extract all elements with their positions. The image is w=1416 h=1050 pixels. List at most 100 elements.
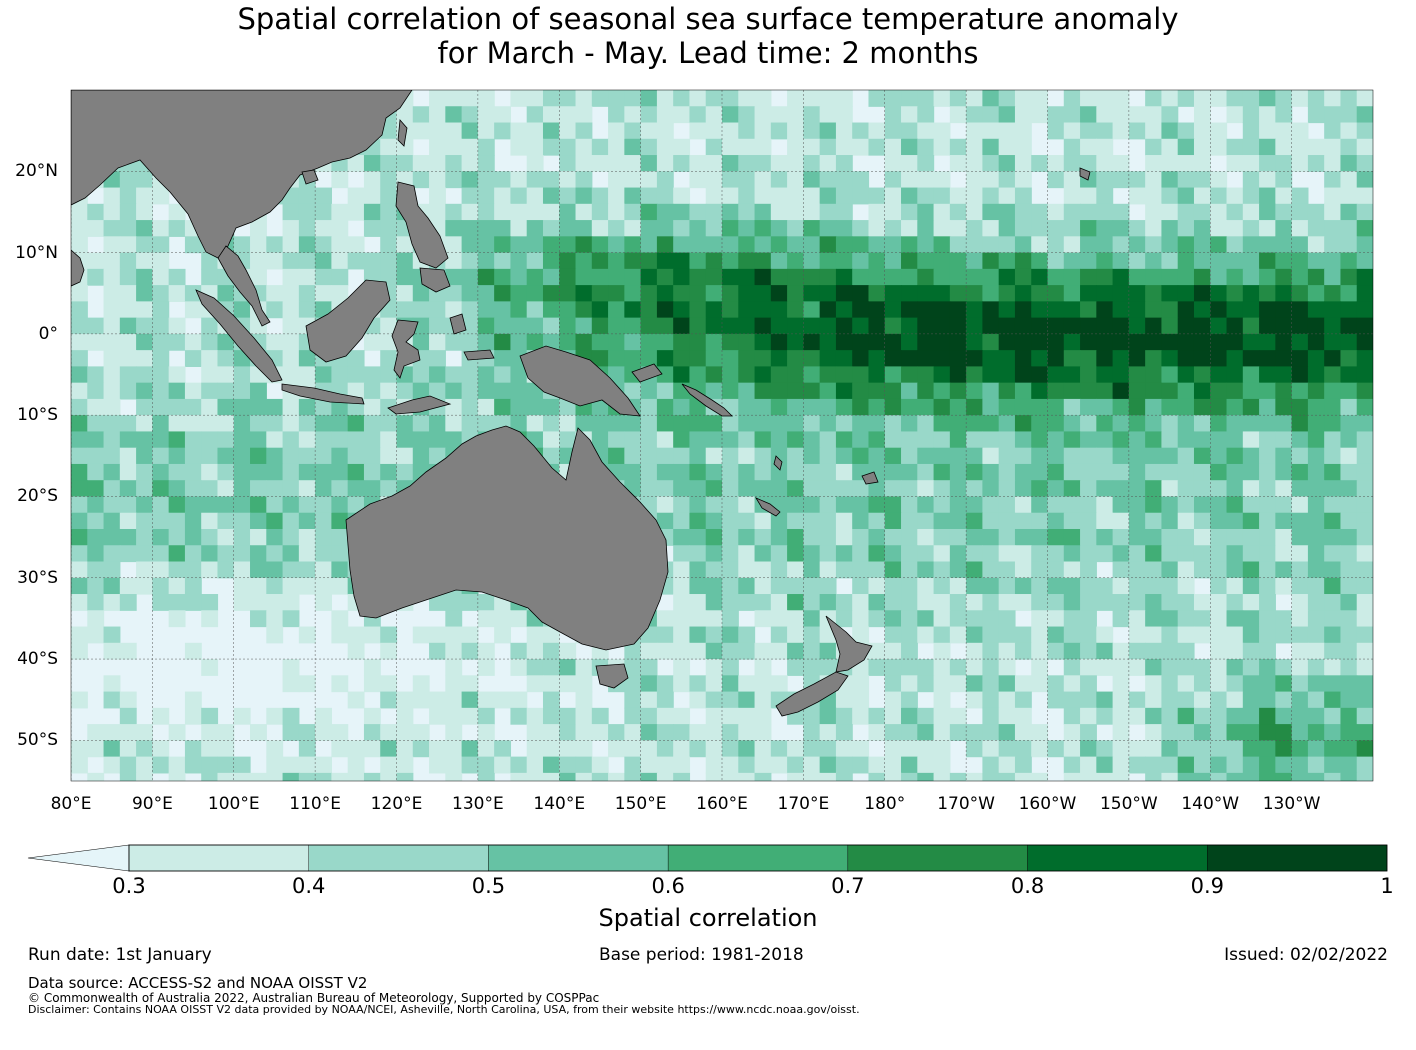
field-cell [884,594,902,611]
field-cell [1014,398,1032,416]
field-cell [673,740,691,758]
field-cell [103,431,121,449]
field-cell [982,301,1000,319]
field-cell [217,415,235,433]
field-cell [884,626,902,644]
field-cell [689,106,707,124]
field-cell [1275,350,1293,367]
field-cell [510,285,528,302]
field-cell [949,317,967,335]
field-cell [656,431,674,449]
field-cell [949,431,967,449]
field-cell [982,512,1000,530]
field-cell [884,463,902,481]
field-cell [1307,203,1325,221]
field-cell [1096,528,1114,546]
field-cell [1145,366,1163,384]
field-cell [1080,382,1097,400]
field-cell [933,317,951,335]
field-cell [168,203,186,221]
field-cell [1259,528,1276,546]
field-cell [1210,691,1228,709]
field-cell [1080,545,1097,563]
field-cell [1145,610,1163,628]
field-cell [673,301,691,319]
field-cell [1275,333,1293,351]
field-cell [1356,268,1373,286]
field-cell [136,236,153,254]
field-cell [380,382,398,400]
field-cell [738,317,756,335]
field-cell [982,659,1000,676]
field-cell [949,382,967,400]
field-cell [103,577,121,595]
field-cell [1014,220,1032,237]
field-cell [412,333,430,351]
field-cell [852,350,870,367]
field-cell [363,431,381,449]
field-cell [1275,268,1293,286]
field-cell [1193,626,1211,644]
field-cell [933,594,951,611]
field-cell [1275,203,1293,221]
field-cell [884,480,902,498]
field-cell [282,203,300,221]
field-cell [722,220,739,237]
field-cell [640,350,658,367]
field-cell [1291,480,1309,498]
field-cell [184,480,202,498]
field-cell [819,366,837,384]
field-cell [787,415,804,433]
field-cell [640,122,658,140]
field-cell [1291,187,1309,205]
field-cell [1063,691,1081,709]
field-cell [640,236,658,254]
field-cell [412,691,430,709]
field-cell [233,382,251,400]
field-cell [445,285,463,302]
field-cell [1226,659,1244,676]
field-cell [1080,398,1097,416]
field-cell [136,398,153,416]
field-cell [331,577,349,595]
field-cell [1291,138,1309,156]
field-cell [559,431,577,449]
field-cell [835,463,853,481]
field-cell [640,659,658,676]
field-cell [217,463,235,481]
field-cell [282,317,300,335]
field-cell [868,301,886,319]
field-cell [754,333,772,351]
field-cell [1063,415,1081,433]
field-cell [168,317,186,335]
field-cell [949,496,967,514]
field-cell [982,220,1000,237]
field-cell [103,447,121,465]
field-cell [429,382,446,400]
field-cell [445,415,463,433]
field-cell [315,236,332,254]
field-cell [673,90,691,107]
field-cell [103,480,121,498]
field-cell [380,187,398,205]
field-cell [754,528,772,546]
field-cell [1080,480,1097,498]
field-cell [1242,203,1260,221]
field-cell [1356,220,1373,237]
field-cell [1356,577,1373,595]
field-cell [998,610,1016,628]
field-cell [1096,301,1114,319]
field-cell [917,317,935,335]
field-cell [770,268,788,286]
field-cell [1047,122,1065,140]
field-cell [787,366,804,384]
field-cell [689,366,707,384]
field-cell [1210,366,1228,384]
field-cell [770,252,788,270]
field-cell [1031,496,1049,514]
field-cell [966,642,983,660]
field-cell [71,545,88,563]
field-cell [1031,594,1049,611]
field-cell [1080,675,1097,693]
field-cell [1112,155,1130,172]
